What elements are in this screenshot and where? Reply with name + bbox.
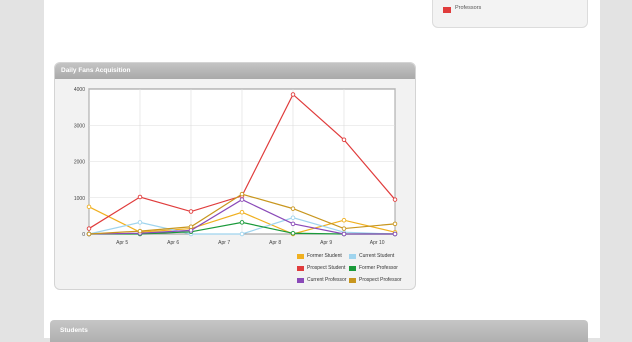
- y-tick-label: 3000: [74, 123, 85, 129]
- x-tick-label: Apr 10: [370, 240, 385, 246]
- data-point: [188, 224, 194, 229]
- data-point: [86, 226, 92, 231]
- legend-label: Prospect Student: [307, 265, 346, 271]
- legend-label: Prospect Professor: [359, 277, 402, 283]
- data-point: [392, 221, 398, 227]
- data-point: [290, 206, 296, 211]
- daily-fans-panel: Daily Fans Acquisition 0 1000 2000 3000 4000…: [54, 62, 416, 290]
- legend-swatch-professors: [443, 7, 451, 13]
- panel-title: Daily Fans Acquisition: [61, 67, 131, 74]
- data-point: [188, 209, 194, 214]
- fans-line-chart: 0 1000 2000 3000 4000 Apr 5 Apr 6 Apr 7 Apr 8 Apr…: [74, 87, 398, 246]
- legend-label-professors: Professors: [455, 5, 482, 11]
- data-point: [137, 194, 143, 200]
- data-point: [290, 215, 296, 220]
- legend-swatch: [297, 266, 304, 271]
- legend-swatch: [297, 254, 304, 259]
- data-point: [392, 197, 398, 202]
- data-point: [137, 228, 143, 234]
- legend-swatch: [349, 254, 356, 259]
- data-point: [290, 92, 296, 97]
- y-tick-label: 1000: [74, 196, 85, 202]
- legend-swatch: [297, 278, 304, 283]
- data-point: [341, 217, 347, 223]
- top-legend-box: Professors: [432, 0, 588, 28]
- legend-label: Current Student: [359, 253, 395, 259]
- data-point: [137, 220, 143, 225]
- data-point: [290, 231, 296, 236]
- legend-swatch: [349, 266, 356, 271]
- x-tick-label: Apr 6: [167, 240, 179, 246]
- data-point: [239, 191, 245, 197]
- data-point: [239, 231, 245, 237]
- legend-label: Current Professor: [307, 277, 347, 283]
- students-panel-title: Students: [60, 327, 88, 334]
- y-tick-label: 4000: [74, 87, 85, 93]
- legend-label: Former Student: [307, 253, 342, 259]
- y-tick-label: 2000: [74, 160, 85, 166]
- data-point: [392, 231, 398, 237]
- legend-swatch: [349, 278, 356, 283]
- panel-header: Daily Fans Acquisition: [55, 63, 415, 79]
- data-point: [341, 231, 347, 237]
- data-point: [239, 197, 245, 202]
- data-point: [290, 221, 296, 227]
- data-point: [341, 137, 347, 142]
- data-point: [239, 209, 245, 215]
- y-tick-label: 0: [82, 232, 85, 238]
- data-point: [86, 231, 92, 237]
- data-point: [188, 228, 194, 233]
- students-panel-header: Students: [50, 320, 588, 342]
- data-point: [239, 220, 245, 225]
- data-point: [86, 204, 92, 210]
- x-tick-label: Apr 8: [269, 240, 281, 246]
- x-tick-label: Apr 5: [116, 240, 128, 246]
- x-tick-label: Apr 7: [218, 240, 230, 246]
- data-point: [341, 226, 347, 231]
- x-tick-label: Apr 9: [320, 240, 332, 246]
- legend-label: Former Professor: [359, 265, 398, 271]
